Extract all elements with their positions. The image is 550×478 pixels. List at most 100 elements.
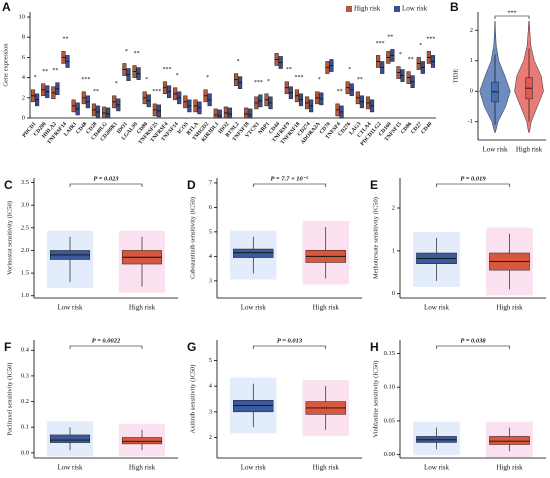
box <box>49 434 91 443</box>
x-tick-label: High risk <box>129 304 156 312</box>
p-value: P = 0.0022 <box>92 337 121 344</box>
x-tick-label: High risk <box>516 146 543 154</box>
legend-swatch <box>394 6 400 12</box>
x-tick-label: Low risk <box>57 464 83 472</box>
y-tick-label: 2 <box>22 94 25 101</box>
significance: *** <box>81 77 90 83</box>
box <box>489 436 530 445</box>
box <box>244 107 249 119</box>
y-tick-label: 1 <box>392 247 395 254</box>
y-tick-label: 0.4 <box>21 347 30 354</box>
x-tick-label: Low risk <box>424 304 450 312</box>
bracket <box>69 183 143 187</box>
box <box>102 106 107 119</box>
p-value: P = 0.013 <box>277 337 303 344</box>
significance: * <box>145 77 148 83</box>
x-tick-label: CD40 <box>420 121 433 135</box>
panel-label: D <box>187 178 196 192</box>
y-axis-label: Vinblastine sensitivity (IC50) <box>372 361 379 438</box>
significance: * <box>176 73 179 79</box>
y-tick-label: -1 <box>468 118 473 125</box>
y-tick-label: 0.15 <box>384 350 395 357</box>
significance: ** <box>134 51 140 57</box>
panel-label: E <box>370 178 378 192</box>
box <box>248 108 253 119</box>
p-value: P = 7.7 × 10⁻⁵ <box>271 175 310 182</box>
box <box>213 108 218 119</box>
significance: *** <box>426 37 435 43</box>
significance: ** <box>387 35 393 41</box>
y-axis-label: Vorinostat sensitivity (IC50) <box>6 201 13 275</box>
significance: ** <box>337 89 343 95</box>
significance: ** <box>286 67 292 73</box>
y-axis-label: Axitinib sensitivity (IC50) <box>189 365 196 434</box>
y-tick-label: 0 <box>470 88 473 95</box>
significance: * <box>267 79 270 85</box>
y-tick-label: 0 <box>392 290 395 297</box>
box <box>227 107 233 119</box>
y-tick-label: 4 <box>209 253 213 260</box>
y-axis-label: Gene expression <box>2 43 9 87</box>
panel-label: A <box>2 0 11 14</box>
significance: ** <box>42 69 48 75</box>
y-tick-label: 0 <box>22 114 25 121</box>
bracket <box>436 345 510 349</box>
significance: *** <box>163 67 172 73</box>
significance: * <box>206 75 209 81</box>
y-tick-label: 6 <box>209 204 213 211</box>
p-value: P = 0.038 <box>460 337 486 344</box>
x-tick-label: High risk <box>313 304 340 312</box>
significance: ** <box>408 57 414 63</box>
significance: * <box>419 43 422 49</box>
significance: ** <box>93 89 99 95</box>
bracket <box>252 345 327 349</box>
y-tick-label: 1.0 <box>21 292 29 299</box>
significance: ** <box>63 37 69 43</box>
significance: ** <box>357 77 363 83</box>
box <box>233 400 274 413</box>
y-tick-label: 6 <box>22 54 26 61</box>
x-tick-label: Low risk <box>241 304 267 312</box>
x-tick-label: High risk <box>496 464 523 472</box>
significance: *** <box>376 41 385 47</box>
significance: ** <box>52 68 58 74</box>
y-axis-label: TIDE <box>452 69 459 84</box>
panel-label: B <box>450 0 459 14</box>
x-tick-label: Low risk <box>424 464 450 472</box>
y-tick-label: 5 <box>209 228 212 235</box>
y-axis-label: Cabozantinib sensitivity (IC50) <box>189 197 196 279</box>
y-tick-label: 0.0 <box>21 449 29 456</box>
box <box>217 109 222 119</box>
significance: *** <box>152 89 161 95</box>
y-tick-label: 7 <box>209 179 213 186</box>
y-tick-label: 4 <box>209 383 213 390</box>
significance: * <box>399 52 402 58</box>
legend-label: Low risk <box>402 5 428 13</box>
significance: * <box>34 75 37 81</box>
legend-swatch <box>346 6 352 12</box>
bracket <box>436 183 510 187</box>
significance: * <box>125 49 128 55</box>
y-tick-label: 0.05 <box>384 417 395 424</box>
y-tick-label: 3.0 <box>21 202 29 209</box>
p-value: P = 0.023 <box>93 175 119 182</box>
y-tick-label: 0.00 <box>384 451 395 458</box>
y-axis-label: Methotrexate sensitivity (IC50) <box>372 197 379 279</box>
box <box>233 248 274 258</box>
y-tick-label: 2 <box>209 434 212 441</box>
x-tick-label: Low risk <box>482 146 508 154</box>
y-tick-label: 3 <box>209 408 212 415</box>
significance: *** <box>294 75 303 81</box>
y-axis-label: Paclitaxel sensitivity (IC50) <box>6 363 13 436</box>
panel-label: H <box>370 340 379 354</box>
y-tick-label: 0.2 <box>21 398 29 405</box>
bracket <box>494 15 530 19</box>
bracket <box>252 183 327 187</box>
y-tick-label: 2 <box>392 204 395 211</box>
significance: * <box>318 77 321 83</box>
significance: * <box>348 67 351 73</box>
y-tick-label: 0.3 <box>21 372 29 379</box>
y-tick-label: 1 <box>470 57 473 64</box>
y-tick-label: 3.5 <box>21 179 29 186</box>
